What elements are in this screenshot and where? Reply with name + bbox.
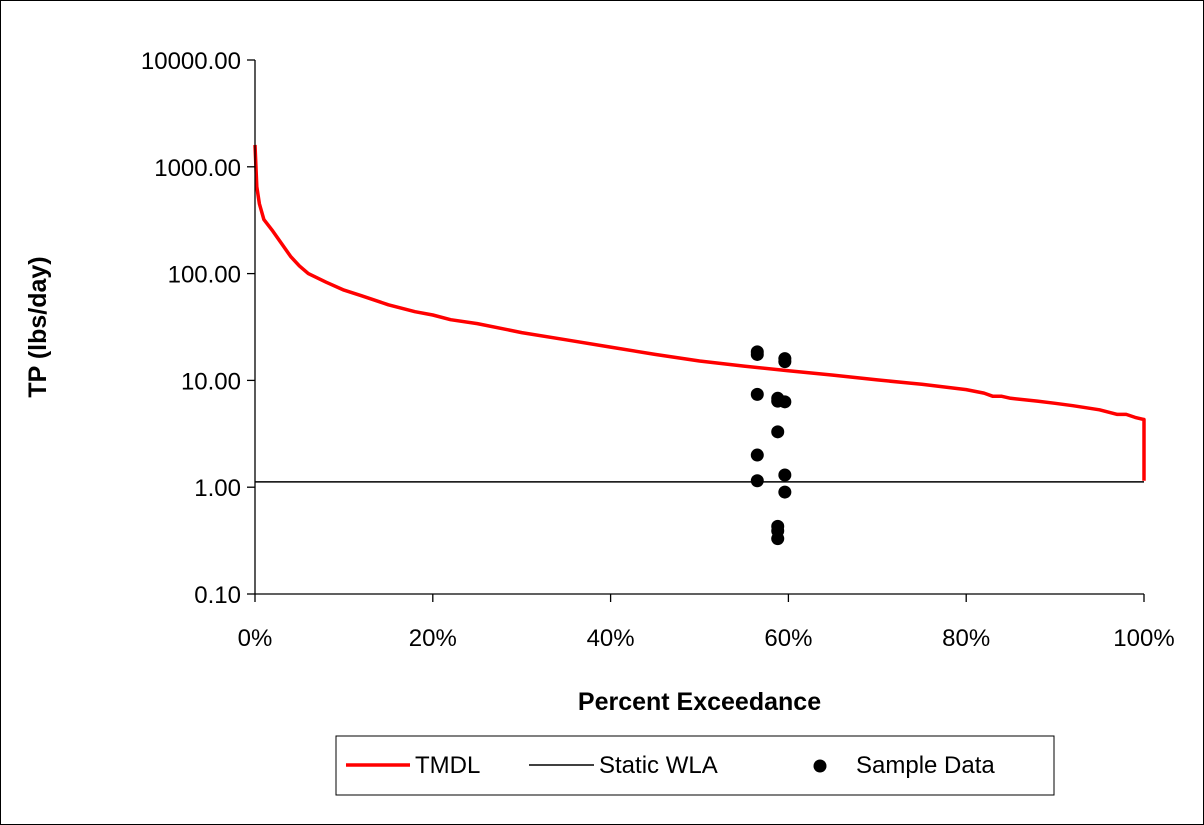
- y-tick-label: 1.00: [194, 475, 241, 502]
- data-point: [751, 388, 764, 401]
- y-tick-label: 10000.00: [141, 48, 241, 75]
- x-tick-label: 60%: [764, 625, 812, 652]
- data-point: [778, 469, 791, 482]
- data-point: [778, 486, 791, 499]
- x-tick-label: 80%: [942, 625, 990, 652]
- legend-label-sample-data: Sample Data: [856, 752, 995, 779]
- series-layer: [255, 145, 1144, 545]
- data-point: [771, 532, 784, 545]
- legend-label-tmdl: TMDL: [415, 752, 480, 779]
- x-tick-label: 0%: [238, 625, 273, 652]
- data-point: [751, 348, 764, 361]
- y-tick-label: 1000.00: [154, 155, 241, 182]
- legend-swatch-sample-data: [814, 760, 827, 773]
- y-tick-label: 10.00: [181, 368, 241, 395]
- data-point: [771, 425, 784, 438]
- data-point: [751, 474, 764, 487]
- axes-layer: [255, 60, 1144, 594]
- x-tick-label: 100%: [1113, 625, 1174, 652]
- data-point: [751, 449, 764, 462]
- data-point: [778, 355, 791, 368]
- series-line-tmdl: [255, 145, 1144, 481]
- data-point: [778, 395, 791, 408]
- x-axis-title: Percent Exceedance: [578, 688, 821, 716]
- x-tick-label: 20%: [409, 625, 457, 652]
- y-tick-label: 100.00: [168, 262, 241, 289]
- y-axis-title: TP (lbs/day): [24, 256, 52, 397]
- legend: TMDL Static WLA Sample Data: [336, 736, 1054, 795]
- x-tick-label: 40%: [587, 625, 635, 652]
- ticks-layer: 0.10 1.00 10.00 100.00 1000.00 10000.00 0% 20% 4…: [141, 48, 1175, 652]
- y-tick-label: 0.10: [194, 582, 241, 609]
- legend-label-static-wla: Static WLA: [599, 752, 718, 779]
